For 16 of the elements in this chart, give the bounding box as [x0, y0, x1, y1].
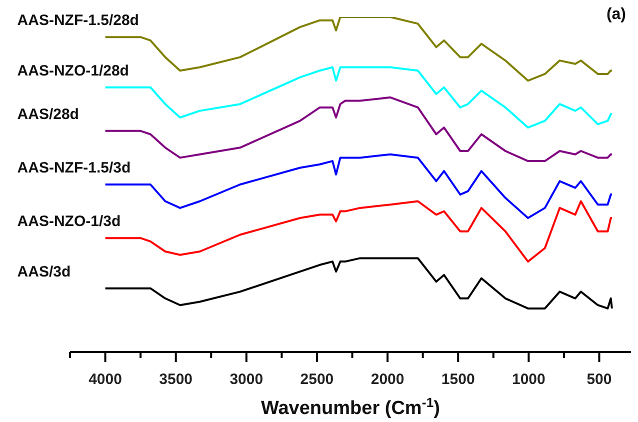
series-label: AAS-NZF-1.5/28d: [17, 12, 139, 30]
x-tick-label: 4000: [88, 371, 122, 388]
series-label: AAS-NZO-1/28d: [17, 62, 129, 80]
series-label: AAS/28d: [17, 106, 79, 123]
x-tick-label: 2500: [300, 371, 334, 388]
series-label: AAS-NZO-1/3d: [17, 213, 121, 230]
x-tick-label: 1000: [512, 371, 546, 388]
x-tick-label: 500: [586, 371, 612, 388]
x-tick-label: 2000: [370, 371, 404, 388]
x-axis-title: Wavenumber (Cm$^{-1}$): [261, 394, 440, 419]
annotation: (a): [606, 6, 626, 24]
x-tick-label: 3000: [230, 371, 264, 388]
text: AAS/3d: [17, 263, 71, 280]
x-tick-label: 3500: [159, 371, 193, 388]
x-tick-label: 1500: [441, 371, 475, 388]
series-label: AAS-NZF-1.5/3d: [17, 160, 131, 176]
